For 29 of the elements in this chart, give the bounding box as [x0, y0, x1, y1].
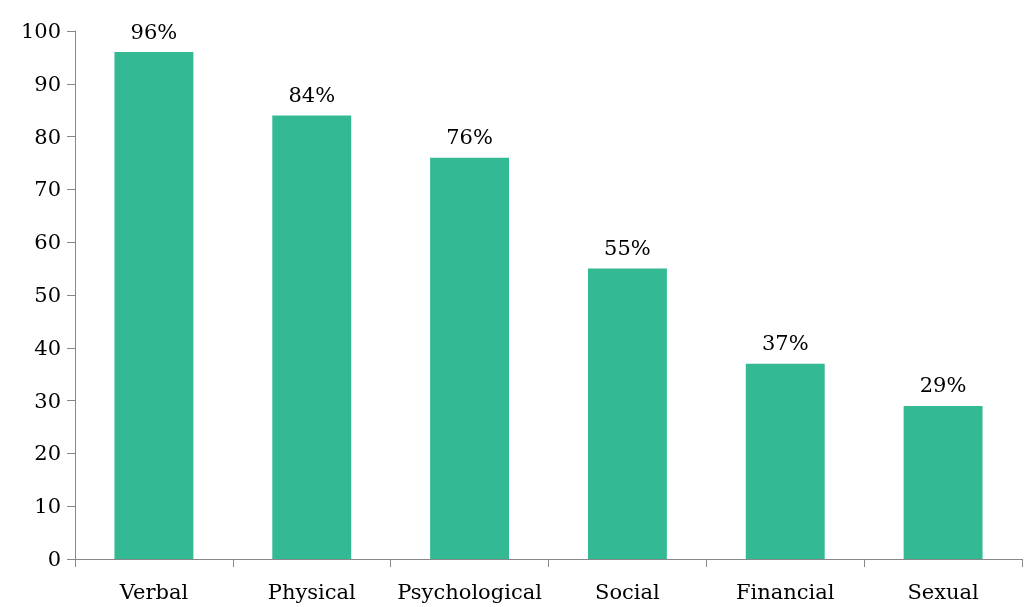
y-tick-label: 100	[20, 19, 61, 43]
data-label: 55%	[604, 236, 651, 261]
data-label: 37%	[761, 331, 809, 356]
data-label: 76%	[446, 125, 493, 150]
bar	[272, 115, 352, 559]
x-tick-label: Physical	[267, 579, 357, 604]
bar	[745, 363, 825, 559]
x-tick-label: Social	[595, 579, 661, 604]
x-tick-label: Verbal	[118, 579, 189, 604]
x-tick-label: Sexual	[907, 579, 980, 604]
y-tick-label: 90	[34, 71, 61, 96]
bar	[114, 52, 194, 559]
x-tick-label: Financial	[735, 579, 835, 604]
data-label: 84%	[288, 82, 336, 107]
y-tick-label: 80	[34, 124, 61, 149]
y-tick-label: 50	[34, 283, 61, 307]
y-tick-label: 70	[34, 177, 61, 202]
data-label: 96%	[130, 19, 178, 44]
bar	[430, 157, 510, 559]
y-tick-label: 0	[47, 547, 61, 571]
y-tick-label: 60	[34, 230, 61, 255]
bar	[587, 268, 667, 559]
data-label: 29%	[919, 373, 967, 398]
y-tick-label: 30	[34, 388, 61, 413]
y-tick-label: 20	[34, 441, 61, 466]
y-tick-label: 40	[34, 335, 61, 360]
x-tick-label: Psychological	[397, 579, 543, 604]
bar	[903, 405, 983, 559]
y-tick-label: 10	[34, 494, 61, 519]
